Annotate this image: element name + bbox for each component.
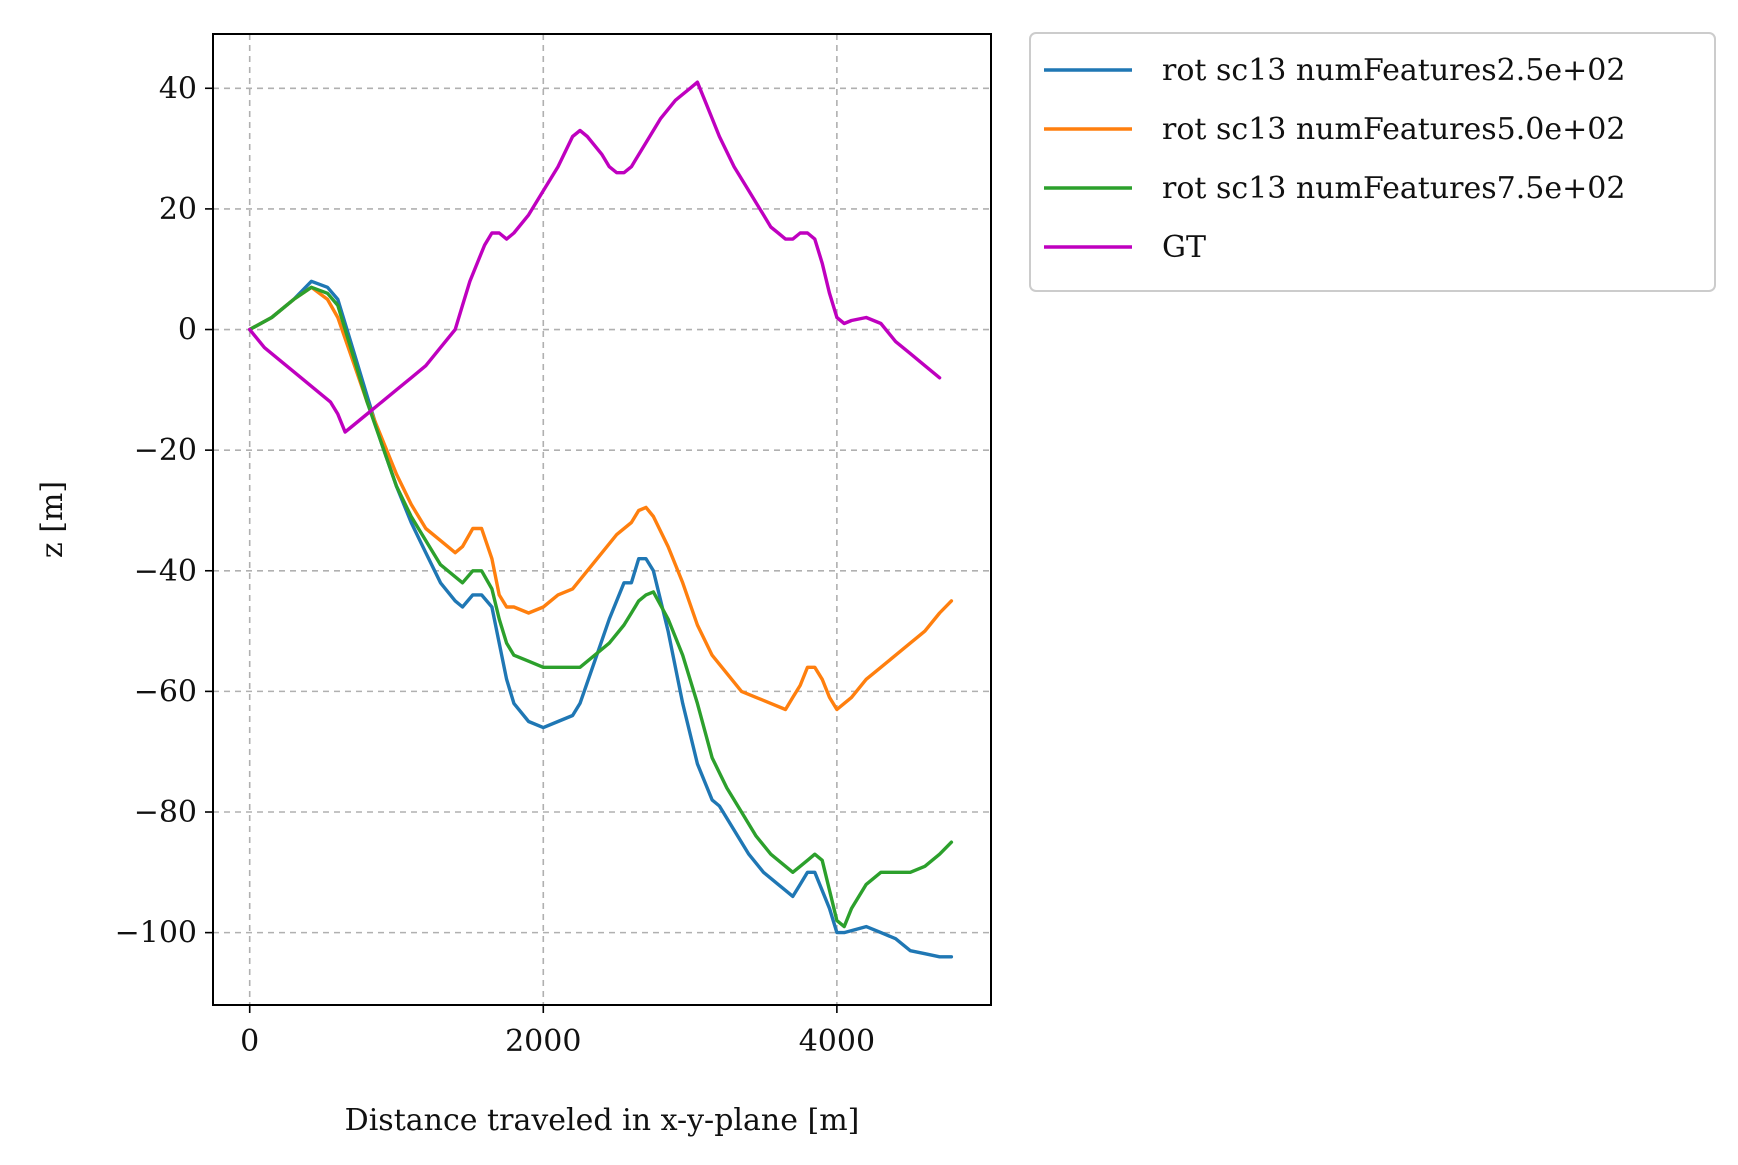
plot-frame bbox=[212, 33, 992, 1006]
y-tick-label: −20 bbox=[134, 433, 197, 468]
y-axis-title: z [m] bbox=[35, 481, 70, 558]
legend-label: rot sc13 numFeatures2.5e+02 bbox=[1162, 53, 1625, 88]
grid-lines bbox=[213, 34, 991, 1005]
y-tick-label: 40 bbox=[159, 71, 197, 106]
series-line-2 bbox=[247, 285, 954, 929]
x-tick-label: 0 bbox=[240, 1024, 259, 1059]
x-tick-label: 2000 bbox=[505, 1024, 581, 1059]
legend: rot sc13 numFeatures2.5e+02 rot sc13 numF… bbox=[1029, 32, 1716, 292]
x-tick-label: 4000 bbox=[799, 1024, 875, 1059]
legend-box bbox=[1029, 32, 1716, 292]
y-tick-label: −40 bbox=[134, 554, 197, 589]
series-line-3 bbox=[247, 80, 942, 434]
y-tick-label: −80 bbox=[134, 795, 197, 830]
x-axis-title: Distance traveled in x-y-plane [m] bbox=[345, 1103, 860, 1138]
series-line-1 bbox=[247, 285, 954, 712]
y-tick-label: −60 bbox=[134, 674, 197, 709]
y-tick-label: 0 bbox=[178, 313, 197, 348]
y-tick-label: −100 bbox=[115, 916, 197, 951]
legend-label: rot sc13 numFeatures5.0e+02 bbox=[1162, 112, 1625, 147]
data-series bbox=[247, 80, 954, 959]
legend-label: GT bbox=[1162, 230, 1206, 265]
y-tick-label: 20 bbox=[159, 192, 197, 227]
axis-ticks: 0 2000 4000 40 20 0 −20 −40 −60 −80 −100 bbox=[115, 71, 875, 1059]
legend-label: rot sc13 numFeatures7.5e+02 bbox=[1162, 171, 1625, 206]
